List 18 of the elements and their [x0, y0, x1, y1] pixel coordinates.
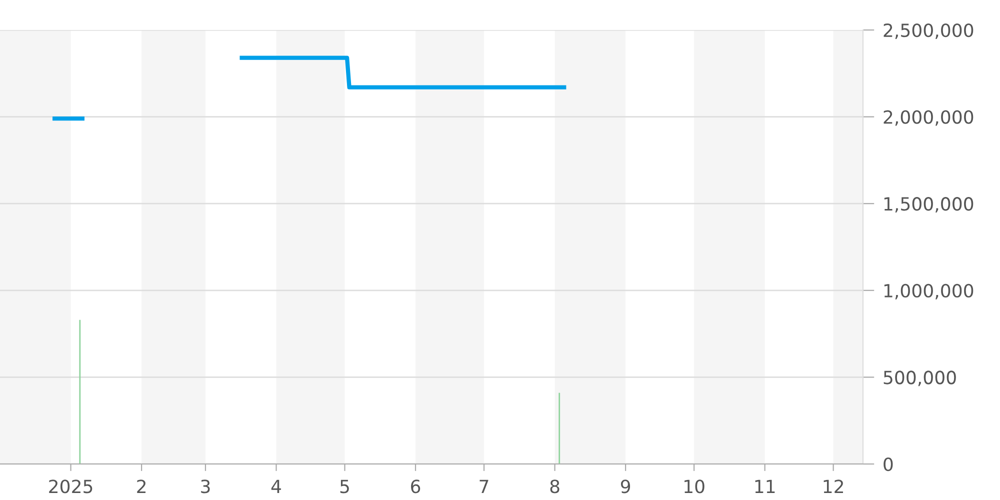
- x-tick-label: 10: [684, 480, 704, 494]
- x-tick-label: 12: [824, 480, 843, 493]
- x-tick-label: 6: [411, 480, 420, 494]
- x-tick-label: 3: [201, 480, 210, 494]
- y-tick-label: 500,000: [884, 370, 956, 386]
- x-tick-label: 2025: [49, 480, 92, 494]
- y-tick-label: 1,500,000: [884, 197, 974, 213]
- x-tick-label: 11: [755, 480, 775, 493]
- y-tick-label: 2,500,000: [884, 23, 974, 39]
- y-tick-label: 2,000,000: [884, 110, 974, 126]
- y-tick-label: 1,000,000: [884, 284, 974, 300]
- y-tick-label: 0: [884, 457, 893, 472]
- x-tick-label: 7: [480, 480, 488, 493]
- x-tick-label: 5: [340, 480, 349, 494]
- x-tick-label: 8: [550, 480, 560, 494]
- x-tick-label: 9: [620, 480, 630, 494]
- x-tick-label: 2: [137, 480, 146, 493]
- x-tick-label: 4: [271, 480, 281, 493]
